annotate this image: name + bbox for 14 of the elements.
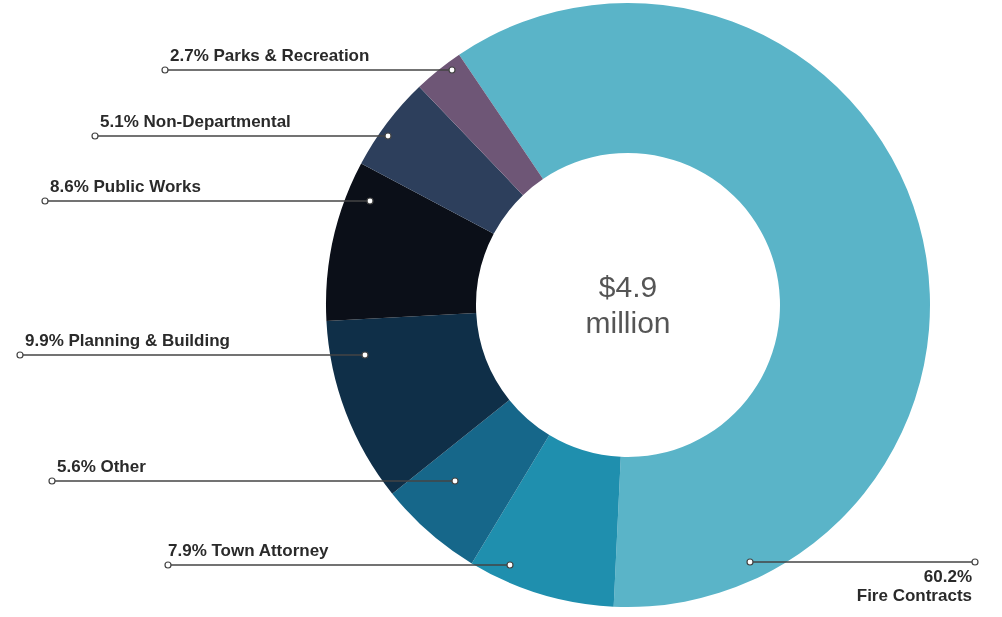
slice-label: 2.7% Parks & Recreation [170,46,370,65]
slice-label: 9.9% Planning & Building [25,331,230,350]
slice-label: 8.6% Public Works [50,177,201,196]
donut-slice [326,313,510,494]
slice-label: 7.9% Town Attorney [168,541,330,560]
text: $4.9 million [585,270,671,339]
slice-label: 60.2% Fire Contracts [856,567,972,605]
donut-slice [326,163,494,322]
donut-slice [361,86,523,234]
donut-slice [392,400,550,564]
donut-slice [471,435,621,607]
slice-label: 5.1% Non-Departmental [100,112,291,131]
donut-slice [419,54,543,196]
slice-label: 5.6% Other [57,457,147,476]
